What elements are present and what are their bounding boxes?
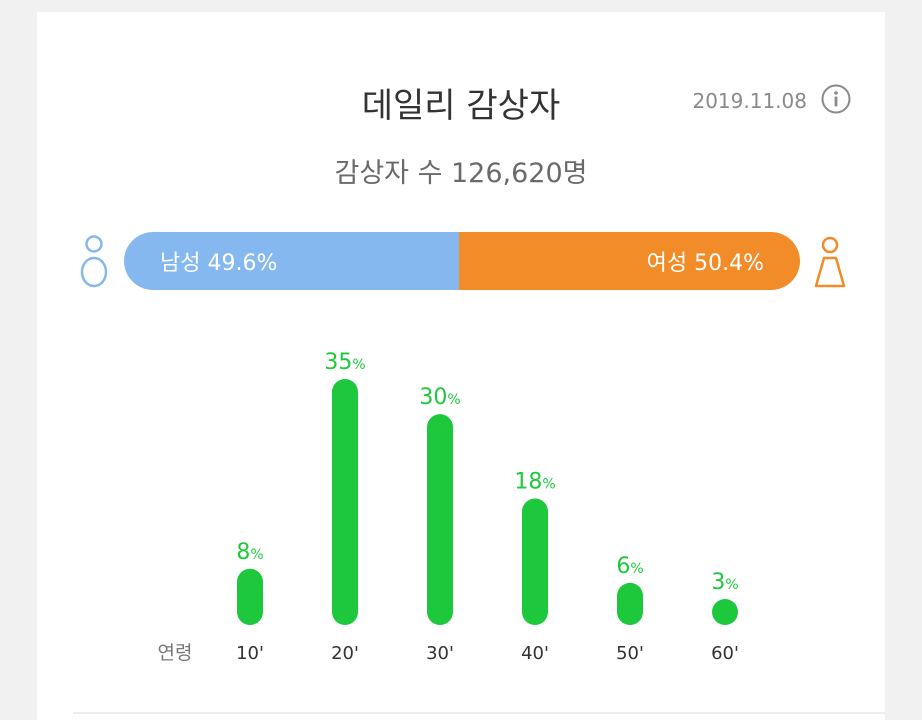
x-axis-label: 연령 <box>158 642 193 664</box>
data-label-0: 8% <box>236 540 263 565</box>
bar-5 <box>712 599 738 625</box>
tick-label-4: 50' <box>616 643 644 664</box>
data-label-1: 35% <box>324 350 365 375</box>
gender-ratio-bar: 남성 49.6% 여성 50.4% <box>124 232 800 290</box>
date-label: 2019.11.08 <box>692 89 807 113</box>
data-label-5: 3% <box>711 570 738 595</box>
viewer-count: 감상자 수 126,620명 <box>334 158 588 189</box>
male-label: 남성 49.6% <box>160 251 278 276</box>
bar-3 <box>522 498 548 625</box>
daily-viewers-card: 데일리 감상자 2019.11.08 감상자 수 126,620명 남성 49.… <box>37 12 885 720</box>
female-person-icon <box>814 236 846 288</box>
female-label: 여성 50.4% <box>646 251 764 276</box>
female-segment: 여성 50.4% <box>459 232 800 290</box>
page-title: 데일리 감상자 <box>361 86 561 126</box>
tick-label-0: 10' <box>236 643 264 664</box>
tick-label-5: 60' <box>711 643 739 664</box>
data-label-4: 6% <box>616 554 643 579</box>
divider <box>73 712 885 714</box>
age-bar-chart: 연령 8% 10' 35% 20' 30% 30' 18% 40' 6% 50' 3% 60' <box>73 350 885 714</box>
male-segment: 남성 49.6% <box>124 232 460 290</box>
tick-label-3: 40' <box>521 643 549 664</box>
data-label-3: 18% <box>514 469 555 494</box>
bar-0 <box>237 568 263 625</box>
tick-label-1: 20' <box>331 643 359 664</box>
data-label-2: 30% <box>419 385 460 410</box>
bar-2 <box>427 414 453 625</box>
male-person-icon <box>80 235 108 288</box>
tick-label-2: 30' <box>426 643 454 664</box>
info-icon[interactable] <box>821 84 851 114</box>
bar-1 <box>332 379 358 625</box>
bar-4 <box>617 582 643 625</box>
